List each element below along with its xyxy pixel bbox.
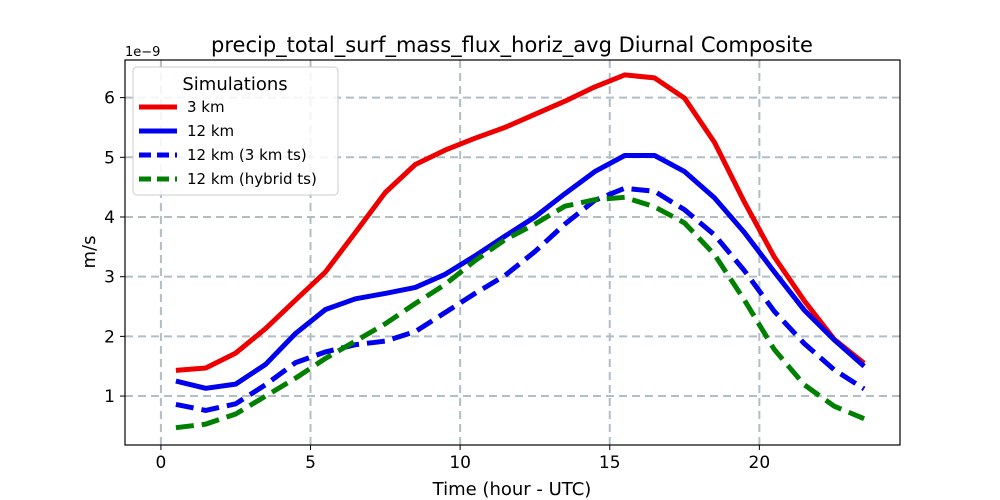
y-tick-label: 6 (104, 89, 115, 109)
y-axis-label: m/s (79, 236, 100, 269)
chart-title: precip_total_surf_mass_flux_horiz_avg Di… (211, 33, 813, 58)
plot-area-frame (124, 59, 901, 446)
x-tick-label: 10 (449, 453, 471, 473)
x-tick-label: 20 (749, 453, 771, 473)
x-tick-label: 0 (155, 453, 166, 473)
legend-label-3: 12 km (3 km ts) (187, 146, 307, 164)
series-line-2 (175, 153, 866, 391)
legend-label-4: 12 km (hybrid ts) (187, 170, 317, 188)
x-tick-label: 15 (599, 453, 621, 473)
legend-label-1: 3 km (187, 98, 225, 116)
x-tick-label: 5 (305, 453, 316, 473)
y-offset-label: 1e−9 (125, 45, 160, 60)
series-line-4 (175, 194, 866, 431)
y-tick-label: 4 (104, 208, 115, 228)
legend-items: 3 km 12 km 12 km (3 km ts) 12 km (hybrid ts… (139, 98, 317, 188)
legend: Simulations 3 km 12 km 12 km (3 km ts) 12 k… (132, 66, 339, 196)
y-tick-label: 2 (104, 327, 115, 347)
y-tick-label: 3 (104, 268, 115, 288)
y-tick-label: 5 (104, 148, 115, 168)
legend-box (132, 66, 339, 196)
y-tick-label: 1 (104, 387, 115, 407)
axis-ticks: 0 5 10 15 20 1 2 3 4 5 6 (104, 89, 770, 473)
legend-label-2: 12 km (187, 122, 234, 140)
series-line-1 (175, 72, 866, 373)
x-axis-label: Time (hour - UTC) (432, 479, 592, 500)
series-lines (175, 72, 866, 431)
legend-title: Simulations (182, 74, 287, 95)
